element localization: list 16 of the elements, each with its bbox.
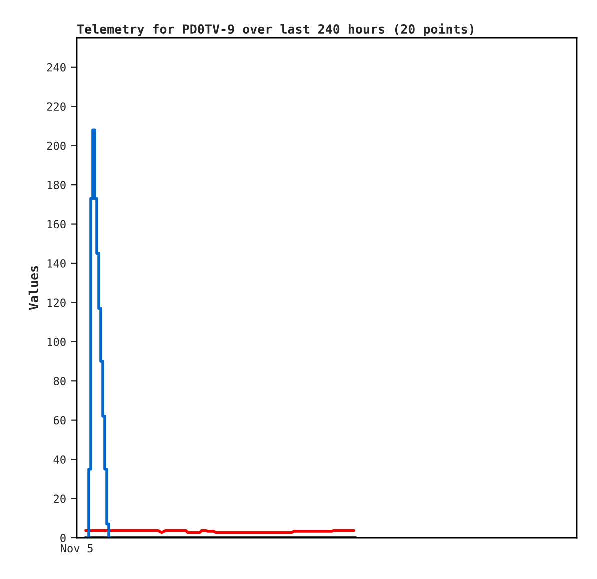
y-tick-label: 80	[54, 377, 66, 386]
text: Nov 5	[61, 544, 93, 553]
chart-title: Telemetry for PD0TV-9 over last 240 hours (20 points)	[78, 24, 474, 36]
y-tick-label: 180	[48, 181, 66, 190]
y-tick-label: 220	[47, 102, 66, 112]
y-tick-label: 240	[47, 63, 66, 72]
y-tick-label: 100	[48, 338, 66, 346]
y-tick-label: 160	[48, 220, 66, 229]
y-tick-label: 140	[48, 259, 66, 268]
y-tick-label: 0	[60, 534, 66, 542]
y-axis-title: Values	[28, 266, 39, 310]
y-tick-label: 200	[47, 142, 66, 150]
y-tick-label: 60	[54, 416, 66, 425]
y-tick-label: 120	[48, 298, 66, 308]
y-tick-label: 20	[54, 494, 66, 504]
y-tick-label: 40	[54, 456, 66, 464]
